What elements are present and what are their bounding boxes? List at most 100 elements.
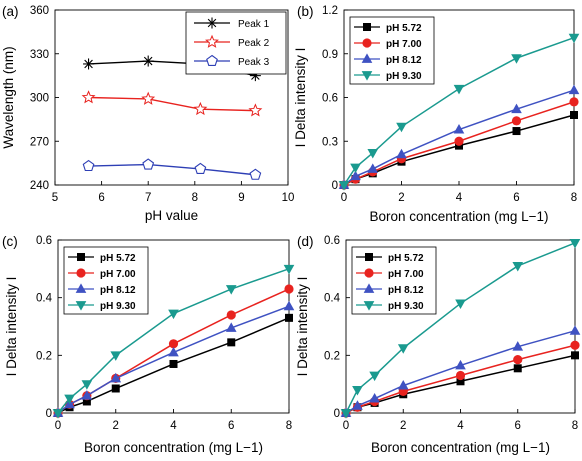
legend-label: pH 9.30 <box>100 301 136 312</box>
x-tick-label: 6 <box>515 420 521 432</box>
x-axis-label: Boron concentration (mg L−1) <box>371 440 550 455</box>
data-point <box>513 364 522 373</box>
x-tick-label: 8 <box>571 192 577 204</box>
data-point <box>141 91 156 105</box>
x-tick-label: 2 <box>400 420 406 432</box>
y-tick-label: 0.4 <box>324 293 341 305</box>
data-point <box>396 122 407 133</box>
x-tick-label: 2 <box>398 192 404 204</box>
data-point <box>369 392 380 403</box>
legend-box <box>185 11 287 75</box>
data-point <box>367 148 379 159</box>
chart-panel-b: (b) 0 2 4 6 8 0 0.3 0.6 0.9 1.2 Boron concentration… <box>293 4 580 224</box>
x-tick-label: 0 <box>341 192 347 204</box>
y-tick-label: 0.2 <box>36 350 52 362</box>
data-point <box>511 116 522 126</box>
x-tick-label: 4 <box>170 420 177 432</box>
y-axis-label: Wavelength (nm) <box>1 46 16 148</box>
data-point <box>225 322 237 332</box>
data-point <box>52 409 64 419</box>
panel-letter: (d) <box>297 234 314 249</box>
data-point <box>284 284 294 294</box>
legend-marker <box>364 268 374 278</box>
legend-label: pH 7.00 <box>388 269 424 280</box>
x-tick-label: 8 <box>286 420 292 432</box>
y-tick-label: 360 <box>30 5 49 17</box>
x-tick-label: 0 <box>55 420 61 432</box>
data-point <box>396 148 407 159</box>
legend-label: pH 5.72 <box>386 23 422 34</box>
data-point <box>168 309 179 320</box>
y-tick-label: 240 <box>30 180 49 192</box>
x-tick-label: 6 <box>98 192 104 204</box>
legend-marker <box>365 253 373 261</box>
data-point <box>168 339 179 349</box>
legend-marker <box>363 283 375 293</box>
x-axis-label: Boron concentration (mg L−1) <box>370 209 549 224</box>
data-point <box>569 97 579 107</box>
x-tick-label: 6 <box>513 192 519 204</box>
legend-label: pH 8.12 <box>100 285 136 296</box>
chart-panel-c: (c) 0 2 4 6 8 0 0.2 0.4 0.6 Boron concentration (m… <box>2 234 295 455</box>
data-point <box>455 370 466 381</box>
data-point <box>397 380 409 390</box>
data-point <box>83 58 95 70</box>
x-tick-label: 0 <box>343 420 349 432</box>
y-tick-label: 0 <box>46 408 52 420</box>
data-point <box>142 55 154 67</box>
x-tick-label: 8 <box>572 420 578 432</box>
data-point <box>338 181 350 191</box>
data-point <box>511 103 522 114</box>
data-point <box>367 163 379 173</box>
data-point <box>512 127 521 136</box>
y-tick-label: 0.6 <box>322 93 338 105</box>
legend-marker <box>77 253 85 261</box>
data-point <box>453 123 465 134</box>
x-tick-label: 2 <box>113 420 119 432</box>
legend-label: Peak 1 <box>238 19 270 30</box>
data-point <box>570 340 580 350</box>
data-point <box>352 386 363 396</box>
data-point <box>350 170 361 181</box>
legend-label: pH 7.00 <box>100 269 136 280</box>
y-tick-label: 1.2 <box>322 5 338 17</box>
data-point <box>455 299 466 310</box>
data-point <box>397 344 409 354</box>
y-axis-label: I Delta intensity I <box>295 277 310 377</box>
data-point <box>81 390 93 400</box>
x-tick-label: 8 <box>192 192 198 204</box>
data-point <box>454 136 464 146</box>
data-point <box>82 397 91 406</box>
legend-marker <box>76 268 86 278</box>
data-point <box>82 159 95 172</box>
data-point <box>340 409 352 419</box>
chart-panel-a: (a) 5 6 7 8 9 10 240 270 300 330 360 pH value Wavelen… <box>1 4 294 223</box>
data-point <box>568 33 580 44</box>
chart-panel-d: (d) 0 2 4 6 8 0 0.2 0.4 0.6 Boron concentration (m… <box>295 234 581 455</box>
data-point <box>226 310 236 320</box>
series-line <box>88 96 256 112</box>
panel-letter: (b) <box>297 4 314 19</box>
data-point <box>369 371 380 382</box>
y-tick-label: 0.9 <box>322 49 338 61</box>
y-tick-label: 0 <box>334 408 340 420</box>
x-tick-label: 4 <box>456 192 463 204</box>
panel-letter: (a) <box>2 4 19 19</box>
y-axis-label: I Delta intensity I <box>4 277 19 377</box>
x-tick-label: 7 <box>145 192 151 204</box>
y-tick-label: 0.6 <box>36 235 52 247</box>
x-tick-label: 4 <box>457 420 464 432</box>
data-point <box>142 158 155 170</box>
legend-marker <box>361 71 373 81</box>
data-point <box>249 168 262 180</box>
legend-marker <box>75 283 87 293</box>
data-point <box>512 262 524 272</box>
data-point <box>570 111 578 119</box>
data-point <box>110 372 122 383</box>
legend-marker <box>361 53 373 63</box>
legend-marker <box>75 301 87 311</box>
legend-marker <box>206 54 218 66</box>
legend-label: pH 7.00 <box>386 39 422 50</box>
data-point <box>227 338 236 347</box>
data-point <box>193 101 208 116</box>
